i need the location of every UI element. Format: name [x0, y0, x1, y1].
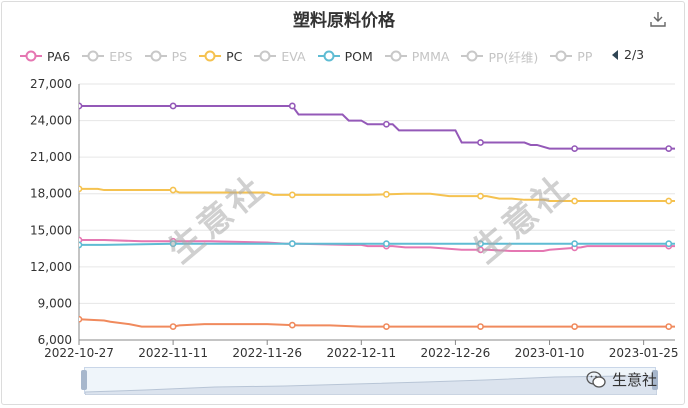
legend-marker-icon — [199, 50, 222, 62]
legend-item-0[interactable]: PA6 — [20, 49, 70, 64]
zoom-handle-right[interactable] — [652, 370, 658, 390]
legend-label: PP — [577, 48, 593, 64]
data-point[interactable] — [169, 102, 177, 110]
y-tick-label: 24,000 — [30, 114, 72, 128]
legend-label: PS — [171, 48, 188, 64]
legend-label: EPS — [109, 48, 133, 64]
y-tick-label: 15,000 — [30, 223, 72, 237]
zoom-track[interactable] — [84, 367, 658, 396]
series-group — [76, 102, 675, 330]
data-point[interactable] — [477, 323, 484, 330]
data-point[interactable] — [383, 120, 390, 128]
data-point[interactable] — [477, 240, 484, 248]
data-point[interactable] — [383, 190, 390, 198]
previous-page-icon[interactable] — [610, 49, 620, 61]
download-icon[interactable] — [650, 11, 666, 27]
data-point[interactable] — [571, 145, 579, 153]
chart-title: 塑料原料价格 — [293, 11, 395, 31]
data-point[interactable] — [76, 102, 83, 110]
y-tick-label: 6,000 — [38, 333, 72, 347]
legend-marker-icon — [550, 50, 573, 62]
legend-pager: 2/3 — [610, 47, 648, 62]
legend-marker-icon — [461, 50, 484, 62]
zoom-preview — [84, 375, 658, 396]
data-point[interactable] — [383, 323, 390, 330]
legend-item-1[interactable]: EPS — [82, 48, 133, 64]
data-point[interactable] — [665, 197, 673, 205]
data-point[interactable] — [76, 241, 83, 249]
data-point[interactable] — [571, 323, 579, 330]
series-line-3 — [79, 242, 675, 246]
data-point[interactable] — [76, 185, 83, 193]
data-point[interactable] — [571, 197, 579, 205]
y-tick-label: 9,000 — [38, 296, 72, 310]
zoom-slider[interactable] — [81, 367, 658, 396]
legend-marker-icon — [144, 50, 167, 62]
x-tick-label: 2022-11-26 — [232, 346, 302, 360]
brand-text: 生意社 — [612, 371, 658, 389]
legend-item-7[interactable]: PP(纤维) — [461, 47, 538, 66]
legend-label: PA6 — [47, 48, 71, 64]
data-point[interactable] — [383, 240, 390, 248]
legend-item-4[interactable]: EVA — [254, 48, 306, 64]
data-point[interactable] — [477, 192, 484, 200]
legend-item-8[interactable]: PP — [550, 49, 592, 64]
x-tick-label: 2022-12-11 — [326, 346, 396, 360]
brand-mark: 生意社 — [586, 369, 657, 390]
zoom-handle-left[interactable] — [81, 370, 87, 390]
series-line-2 — [79, 239, 675, 253]
x-tick-label: 2022-11-11 — [138, 346, 208, 360]
legend-label: PC — [226, 48, 243, 64]
legend-item-3[interactable]: PC — [199, 49, 242, 64]
series-line-4 — [79, 318, 675, 328]
legend-marker-icon — [82, 50, 105, 62]
data-point[interactable] — [571, 240, 579, 248]
legend-item-5[interactable]: POM — [317, 48, 373, 64]
legend-label: PP(纤维) — [488, 49, 539, 65]
data-point[interactable] — [169, 323, 177, 330]
x-tick-label: 2023-01-25 — [609, 346, 679, 360]
legend-marker-icon — [317, 50, 340, 62]
x-tick-label: 2023-01-10 — [515, 346, 585, 360]
legend-item-2[interactable]: PS — [144, 48, 188, 64]
data-point[interactable] — [288, 191, 296, 199]
data-point[interactable] — [665, 145, 673, 153]
data-point[interactable] — [169, 186, 177, 194]
legend: PA6 EPS PS PC EVA POM PMMA PP(纤维) PP — [20, 46, 604, 66]
legend-marker-icon — [254, 50, 277, 62]
y-tick-label: 18,000 — [30, 187, 72, 201]
x-tick-label: 2022-12-26 — [421, 346, 491, 360]
data-point[interactable] — [169, 240, 177, 248]
legend-marker-icon — [20, 50, 42, 62]
legend-label: EVA — [281, 48, 306, 64]
data-point[interactable] — [288, 102, 296, 110]
wechat-icon — [586, 370, 606, 388]
legend-marker-icon — [384, 50, 407, 62]
data-point[interactable] — [76, 315, 83, 323]
series-line-0 — [79, 104, 675, 150]
x-tick-label: 2022-10-27 — [44, 346, 114, 360]
legend-item-6[interactable]: PMMA — [384, 48, 450, 64]
data-point[interactable] — [477, 246, 484, 254]
series-line-1 — [79, 187, 675, 203]
y-tick-label: 12,000 — [30, 260, 72, 274]
data-point[interactable] — [288, 321, 296, 329]
legend-label: POM — [344, 48, 373, 64]
page-indicator: 2/3 — [624, 47, 645, 62]
data-point[interactable] — [665, 240, 673, 248]
data-point[interactable] — [665, 323, 673, 330]
data-point[interactable] — [477, 139, 484, 146]
legend-label: PMMA — [411, 48, 450, 64]
y-tick-label: 21,000 — [30, 150, 72, 164]
y-tick-label: 27,000 — [30, 77, 72, 91]
data-point[interactable] — [288, 240, 296, 248]
